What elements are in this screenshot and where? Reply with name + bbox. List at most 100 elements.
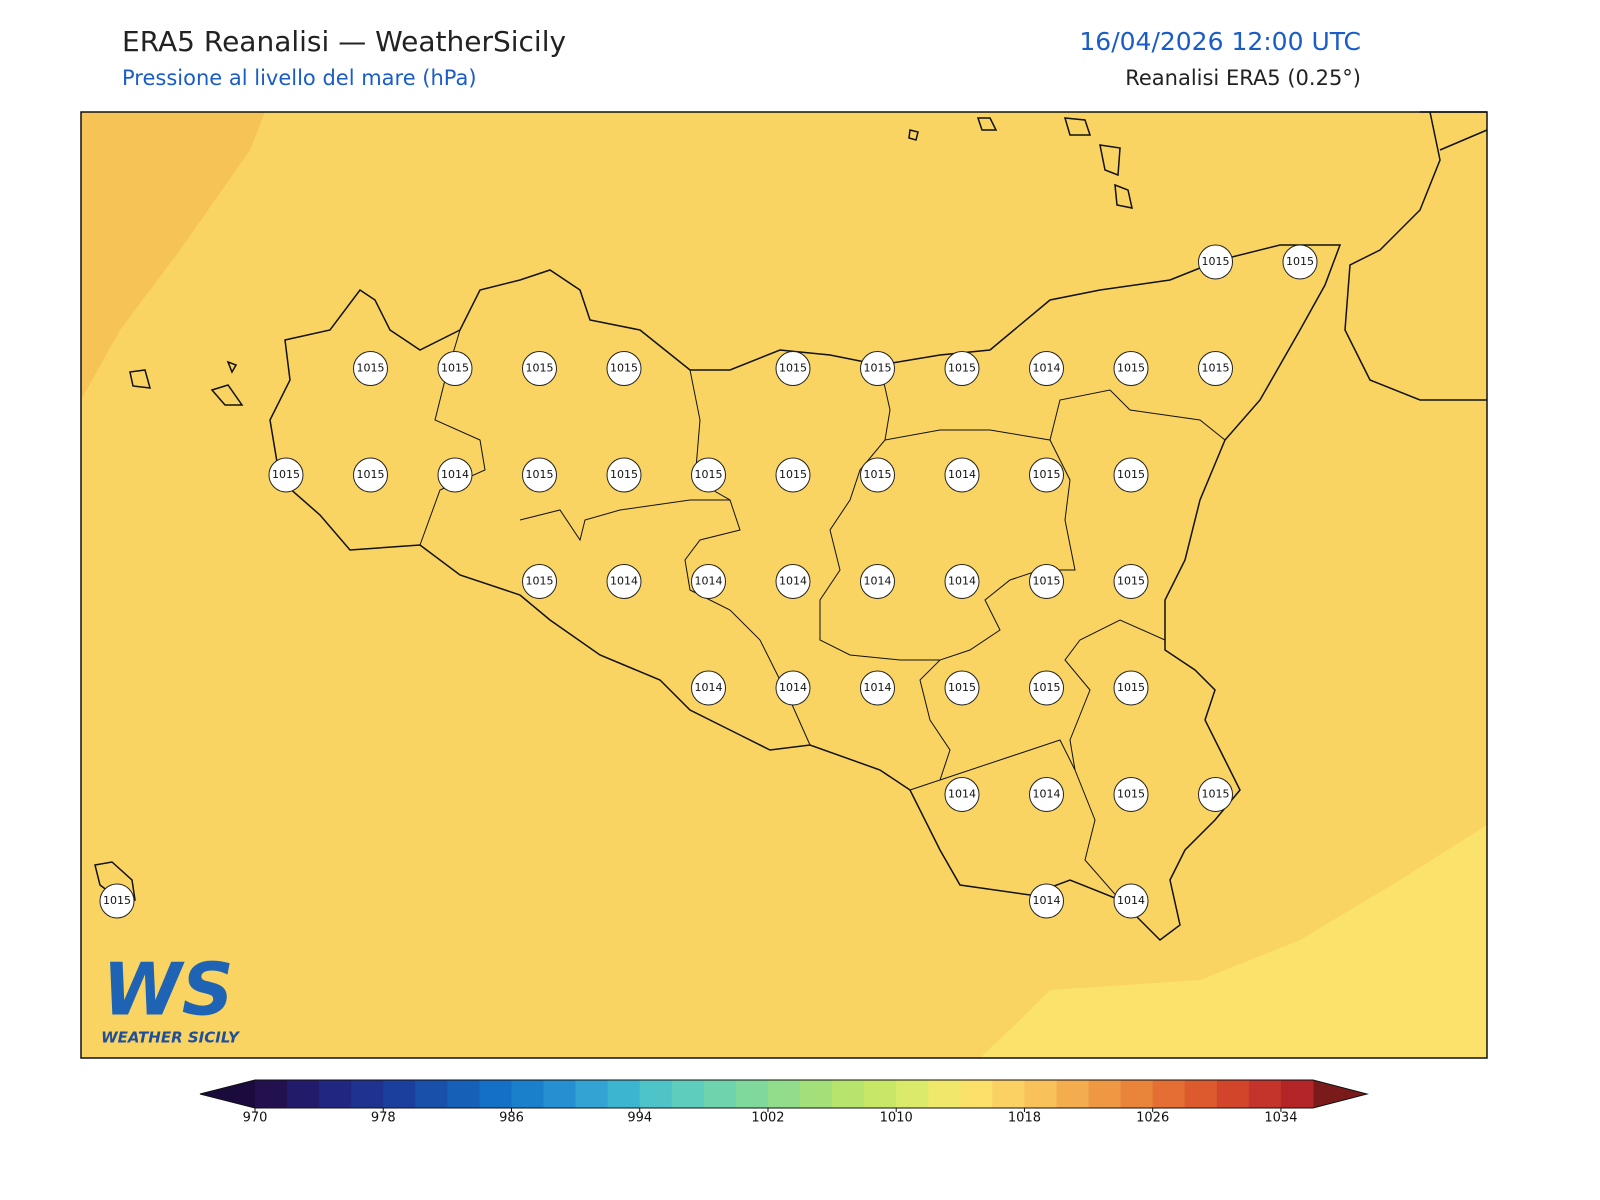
station-value: 1014: [441, 468, 469, 481]
eolie-islands: [908, 117, 1133, 209]
subtitle: Pressione al livello del mare (hPa): [122, 66, 477, 90]
station-marker: [775, 457, 811, 493]
sicily-coast: [269, 244, 1342, 941]
station-marker: [944, 670, 980, 706]
colorbar-segment: [703, 1080, 737, 1108]
colorbar-segment: [1024, 1080, 1058, 1108]
station-value: 1015: [1033, 681, 1061, 694]
colorbar-segment: [351, 1080, 384, 1108]
station-marker: [437, 457, 473, 493]
colorbar-segment: [447, 1080, 480, 1108]
station-marker: [606, 351, 642, 386]
station-value: 1015: [1117, 681, 1145, 694]
colorbar-segment: [928, 1080, 961, 1108]
source: Reanalisi ERA5 (0.25°): [1125, 66, 1361, 90]
station-value: 1014: [1033, 788, 1061, 801]
station-value: 1015: [1117, 468, 1145, 481]
station-value: 1015: [526, 468, 554, 481]
station-marker: [437, 351, 473, 386]
station-marker: [99, 883, 135, 919]
station-value: 1015: [1033, 468, 1061, 481]
station-value: 1014: [864, 575, 892, 588]
station-value: 1015: [1033, 575, 1061, 588]
colorbar-segment: [255, 1080, 288, 1108]
colorbar-segment: [639, 1080, 673, 1108]
station-marker: [1029, 883, 1064, 919]
colorbar-segment: [1056, 1080, 1090, 1108]
ustica-island: [94, 861, 136, 901]
station-value: 1015: [695, 468, 723, 481]
stations: 1015 1015 1015 1015 1015 1015 1015 1015 1015 1014…: [99, 244, 1318, 919]
colorbar-tick-label: 978: [371, 1111, 396, 1126]
station-marker: [1198, 244, 1233, 280]
station-value: 1015: [779, 362, 807, 375]
station-value: 1014: [1033, 362, 1061, 375]
station-marker: [522, 351, 557, 386]
station-marker: [860, 670, 895, 706]
map: 1015 1015 1015 1015 1015 1015 1015 1015 1015 1014…: [80, 111, 1488, 1059]
station-value: 1014: [779, 575, 807, 588]
station-marker: [606, 457, 642, 493]
station-marker: [860, 564, 895, 599]
map-frame: [80, 111, 1488, 1059]
station-value: 1015: [1286, 255, 1314, 268]
calabria-coast: [1344, 111, 1487, 401]
station-marker: [1113, 883, 1149, 919]
station-value: 1014: [779, 681, 807, 694]
coastlines: [94, 111, 1488, 941]
station-value: 1015: [1117, 575, 1145, 588]
station-value: 1014: [948, 788, 976, 801]
station-marker: [522, 457, 557, 493]
station-marker: [860, 457, 895, 493]
station-value: 1014: [610, 575, 638, 588]
colorbar-tick-label: 986: [499, 1111, 524, 1126]
colorbar-segment: [319, 1080, 352, 1108]
colorbar-segment: [1088, 1080, 1122, 1108]
station-value: 1015: [610, 468, 638, 481]
station-value: 1015: [357, 468, 385, 481]
station-value: 1015: [357, 362, 385, 375]
station-value: 1015: [948, 362, 976, 375]
station-marker: [944, 777, 980, 812]
colorbar-segment: [800, 1080, 833, 1108]
colorbar-segment: [671, 1080, 705, 1108]
station-marker: [1113, 777, 1149, 812]
colorbar-segment: [767, 1080, 801, 1108]
colorbar-segment: [1248, 1080, 1282, 1108]
colorbar-tick-label: 970: [243, 1111, 268, 1126]
station-value: 1015: [1117, 362, 1145, 375]
station-marker: [1113, 351, 1149, 386]
station-value: 1015: [272, 468, 300, 481]
colorbar-segment: [479, 1080, 512, 1108]
station-value: 1014: [948, 575, 976, 588]
station-marker: [775, 670, 811, 706]
station-value: 1014: [695, 575, 723, 588]
station-marker: [691, 457, 726, 493]
station-marker: [944, 564, 980, 599]
colorbar-segment: [1152, 1080, 1186, 1108]
station-marker: [1198, 351, 1233, 386]
station-marker: [1282, 244, 1318, 280]
logo-text: WEATHER SICILY: [101, 1029, 241, 1047]
station-marker: [1113, 457, 1149, 493]
colorbar-segment: [1184, 1080, 1218, 1108]
station-marker: [860, 351, 895, 386]
pressure-field-low: [980, 825, 1487, 1058]
colorbar-segment: [1216, 1080, 1250, 1108]
colorbar-segment: [864, 1080, 897, 1108]
colorbar-tick-label: 1010: [880, 1111, 913, 1126]
station-value: 1015: [864, 468, 892, 481]
station-marker: [522, 564, 557, 599]
colorbar-segment: [1120, 1080, 1154, 1108]
colorbar-segment: [383, 1080, 416, 1108]
colorbar-segment: [1280, 1080, 1314, 1108]
station-marker: [1113, 670, 1149, 706]
logo-mark: WS: [102, 948, 233, 1032]
station-value: 1014: [948, 468, 976, 481]
station-marker: [775, 564, 811, 599]
colorbar-under: [200, 1080, 255, 1108]
station-marker: [1029, 670, 1064, 706]
colorbar-tick-label: 994: [627, 1111, 652, 1126]
station-value: 1015: [103, 894, 131, 907]
